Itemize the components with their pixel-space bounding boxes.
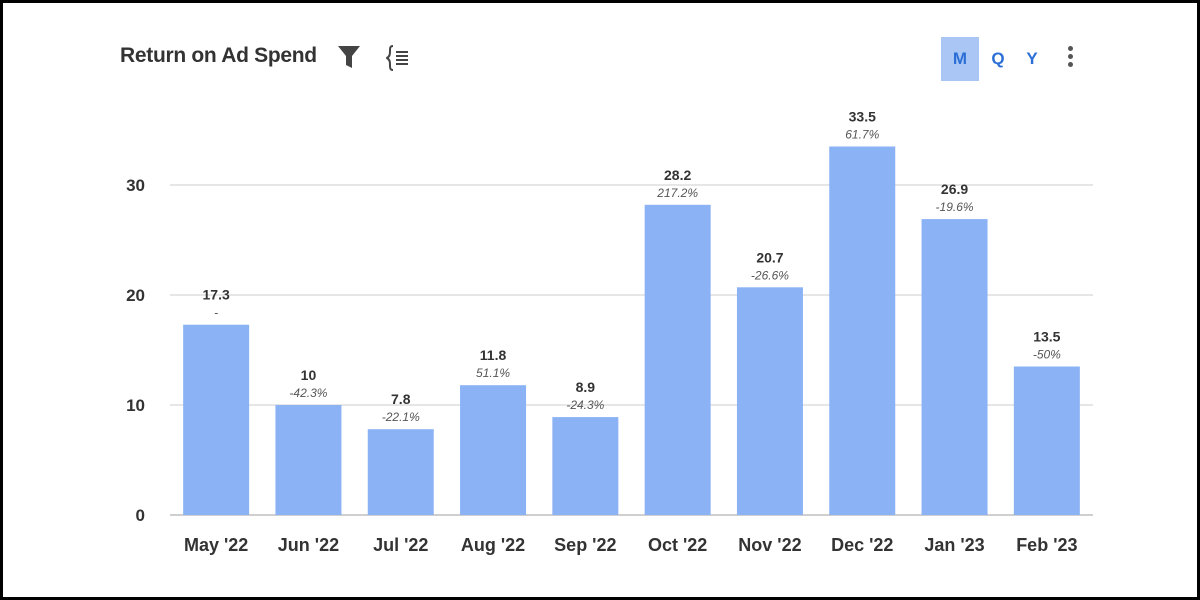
list-icon[interactable]	[385, 44, 412, 77]
value-label: 33.5	[849, 109, 876, 125]
value-label: 7.8	[391, 391, 411, 407]
change-label: 61.7%	[845, 128, 879, 142]
y-tick-label: 20	[126, 286, 145, 305]
y-tick-label: 30	[126, 176, 145, 195]
value-label: 11.8	[480, 347, 507, 363]
change-label: -42.3%	[289, 386, 327, 400]
value-label: 13.5	[1033, 329, 1060, 345]
bar[interactable]	[460, 385, 527, 515]
value-label: 26.9	[941, 181, 968, 197]
toggle-quarter[interactable]: Q	[991, 49, 1005, 68]
x-tick-label: Dec '22	[831, 535, 893, 555]
x-tick-label: Jul '22	[373, 535, 428, 555]
change-label: 51.1%	[476, 366, 510, 380]
value-label: 8.9	[576, 379, 596, 395]
bar[interactable]	[921, 219, 988, 515]
filter-icon[interactable]	[337, 44, 361, 75]
more-vertical-icon[interactable]	[1062, 44, 1078, 72]
bar[interactable]	[183, 324, 250, 515]
toggle-month[interactable]: M	[941, 37, 979, 81]
toggle-year[interactable]: Y	[1026, 49, 1038, 68]
x-tick-label: Oct '22	[648, 535, 707, 555]
x-tick-label: Jun '22	[278, 535, 339, 555]
value-label: 10	[301, 367, 317, 383]
bar[interactable]	[736, 287, 803, 515]
value-label: 20.7	[756, 249, 783, 265]
change-label: -24.3%	[566, 398, 604, 412]
change-label: 217.2%	[656, 186, 698, 200]
bar[interactable]	[552, 417, 619, 515]
bar[interactable]	[829, 146, 896, 516]
chart-title: Return on Ad Spend	[120, 44, 317, 67]
change-label: -19.6%	[936, 200, 974, 214]
value-label: 17.3	[203, 287, 230, 303]
change-label: -	[214, 306, 218, 320]
bar[interactable]	[275, 405, 342, 515]
change-label: -26.6%	[751, 268, 789, 282]
x-tick-label: Jan '23	[924, 535, 984, 555]
bar[interactable]	[367, 429, 434, 515]
bar[interactable]	[1013, 366, 1080, 516]
change-label: -50%	[1033, 348, 1061, 362]
x-tick-label: Sep '22	[554, 535, 616, 555]
x-tick-label: Nov '22	[738, 535, 801, 555]
x-tick-label: Aug '22	[461, 535, 525, 555]
value-label: 28.2	[664, 167, 691, 183]
y-tick-label: 10	[126, 396, 145, 415]
bar[interactable]	[644, 204, 711, 516]
x-tick-label: Feb '23	[1016, 535, 1077, 555]
x-tick-label: May '22	[184, 535, 248, 555]
change-label: -22.1%	[382, 410, 420, 424]
y-tick-label: 0	[136, 506, 145, 525]
